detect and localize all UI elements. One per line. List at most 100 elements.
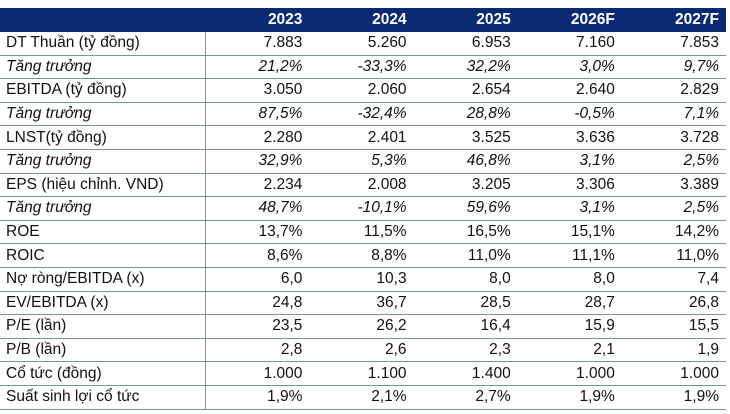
row-value-2024: -32,4%: [309, 102, 414, 127]
row-value-2023: 13,7%: [205, 220, 310, 245]
row-value-2026f: 3.636: [517, 125, 622, 150]
row-value-2027f: 7,1%: [621, 102, 726, 127]
row-value-2024: 8,8%: [309, 243, 414, 268]
row-value-2024: 2.008: [309, 173, 414, 198]
table-body: DT Thuần (tỷ đồng) 7.883 5.260 6.953 7.160 7.…: [0, 32, 726, 410]
row-value-2024: 10,3: [309, 267, 414, 292]
row-value-2024: -10,1%: [309, 196, 414, 221]
row-value-2026f: 28,7: [517, 291, 622, 316]
row-value-2025: 32,2%: [413, 55, 518, 80]
row-value-2025: 3.525: [413, 125, 518, 150]
row-value-2025: 3.205: [413, 173, 518, 198]
row-value-2023: 21,2%: [205, 55, 310, 80]
financial-forecast-table: 2023 2024 2025 2026F 2027F DT Thuần (tỷ …: [0, 8, 726, 410]
header-year-2024: 2024: [309, 8, 414, 32]
table-row: LNST(tỷ đồng) 2.280 2.401 3.525 3.636 3.728: [0, 125, 726, 150]
row-value-2026f: 3.306: [517, 173, 622, 198]
row-value-2027f: 1.000: [621, 361, 726, 386]
row-value-2025: 2.654: [413, 78, 518, 103]
row-value-2027f: 9,7%: [621, 55, 726, 80]
table-row: EBITDA (tỷ đồng) 3.050 2.060 2.654 2.640 2.82…: [0, 78, 726, 103]
row-label: LNST(tỷ đồng): [0, 125, 206, 150]
row-value-2024: 26,2: [309, 314, 414, 339]
row-value-2024: 11,5%: [309, 220, 414, 245]
row-value-2025: 16,5%: [413, 220, 518, 245]
table-row: ROIC 8,6% 8,8% 11,0% 11,1% 11,0%: [0, 243, 726, 268]
table-row: EV/EBITDA (x) 24,8 36,7 28,5 28,7 26,8: [0, 291, 726, 316]
row-value-2026f: 3,1%: [517, 196, 622, 221]
row-value-2027f: 14,2%: [621, 220, 726, 245]
row-value-2025: 6.953: [413, 32, 518, 56]
row-value-2026f: 2,1: [517, 338, 622, 363]
row-value-2026f: 3,0%: [517, 55, 622, 80]
row-value-2027f: 1,9: [621, 338, 726, 363]
row-value-2027f: 1,9%: [621, 385, 726, 410]
row-value-2027f: 15,5: [621, 314, 726, 339]
row-value-2025: 28,8%: [413, 102, 518, 127]
row-value-2024: 5,3%: [309, 149, 414, 174]
row-value-2024: -33,3%: [309, 55, 414, 80]
table-row: Tăng trưởng 48,7% -10,1% 59,6% 3,1% 2,5%: [0, 196, 726, 221]
row-value-2023: 2,8: [205, 338, 310, 363]
header-row: 2023 2024 2025 2026F 2027F: [0, 8, 726, 32]
row-value-2027f: 3.389: [621, 173, 726, 198]
row-value-2026f: 1.000: [517, 361, 622, 386]
row-label: Tăng trưởng: [0, 149, 206, 174]
row-label: Tăng trưởng: [0, 102, 206, 127]
row-label: Suất sinh lợi cổ tức: [0, 385, 206, 410]
row-value-2023: 24,8: [205, 291, 310, 316]
row-value-2027f: 26,8: [621, 291, 726, 316]
row-label: DT Thuần (tỷ đồng): [0, 32, 206, 56]
table-row: EPS (hiệu chỉnh. VND) 2.234 2.008 3.205 3.30…: [0, 173, 726, 198]
row-value-2024: 36,7: [309, 291, 414, 316]
row-value-2026f: 3,1%: [517, 149, 622, 174]
row-value-2025: 2,7%: [413, 385, 518, 410]
row-value-2023: 1.000: [205, 361, 310, 386]
table-row: Nợ ròng/EBITDA (x) 6,0 10,3 8,0 8,0 7,4: [0, 267, 726, 292]
row-value-2024: 2.060: [309, 78, 414, 103]
row-value-2025: 11,0%: [413, 243, 518, 268]
row-label: Cổ tức (đồng): [0, 361, 206, 386]
row-value-2023: 87,5%: [205, 102, 310, 127]
table-row: DT Thuần (tỷ đồng) 7.883 5.260 6.953 7.160 7.…: [0, 32, 726, 56]
row-value-2026f: 8,0: [517, 267, 622, 292]
row-value-2027f: 2.829: [621, 78, 726, 103]
row-label: Tăng trưởng: [0, 196, 206, 221]
row-value-2023: 3.050: [205, 78, 310, 103]
row-value-2026f: 2.640: [517, 78, 622, 103]
row-value-2024: 2,1%: [309, 385, 414, 410]
row-value-2023: 6,0: [205, 267, 310, 292]
row-value-2025: 1.400: [413, 361, 518, 386]
row-value-2027f: 3.728: [621, 125, 726, 150]
header-label-cell: [0, 8, 206, 32]
row-label: Nợ ròng/EBITDA (x): [0, 267, 206, 292]
table-row: Tăng trưởng 87,5% -32,4% 28,8% -0,5% 7,1%: [0, 102, 726, 127]
table-row: Tăng trưởng 32,9% 5,3% 46,8% 3,1% 2,5%: [0, 149, 726, 174]
row-label: EV/EBITDA (x): [0, 291, 206, 316]
table-header: 2023 2024 2025 2026F 2027F: [0, 8, 726, 32]
row-value-2023: 32,9%: [205, 149, 310, 174]
row-value-2023: 1,9%: [205, 385, 310, 410]
row-value-2023: 7.883: [205, 32, 310, 56]
row-value-2027f: 11,0%: [621, 243, 726, 268]
row-value-2025: 8,0: [413, 267, 518, 292]
row-value-2023: 23,5: [205, 314, 310, 339]
row-label: Tăng trưởng: [0, 55, 206, 80]
row-value-2023: 2.280: [205, 125, 310, 150]
row-label: EPS (hiệu chỉnh. VND): [0, 173, 206, 198]
table-row: P/E (lần) 23,5 26,2 16,4 15,9 15,5: [0, 314, 726, 339]
row-value-2027f: 2,5%: [621, 196, 726, 221]
row-value-2025: 59,6%: [413, 196, 518, 221]
header-year-2027f: 2027F: [621, 8, 726, 32]
table-row: Suất sinh lợi cổ tức 1,9% 2,1% 2,7% 1,9% 1,9%: [0, 385, 726, 410]
header-year-2025: 2025: [413, 8, 518, 32]
row-value-2023: 8,6%: [205, 243, 310, 268]
row-label: ROIC: [0, 243, 206, 268]
row-value-2023: 2.234: [205, 173, 310, 198]
row-value-2027f: 7.853: [621, 32, 726, 56]
row-value-2026f: 15,1%: [517, 220, 622, 245]
table-row: Tăng trưởng 21,2% -33,3% 32,2% 3,0% 9,7%: [0, 55, 726, 80]
table-row: Cổ tức (đồng) 1.000 1.100 1.400 1.000 1.000: [0, 361, 726, 386]
row-value-2023: 48,7%: [205, 196, 310, 221]
